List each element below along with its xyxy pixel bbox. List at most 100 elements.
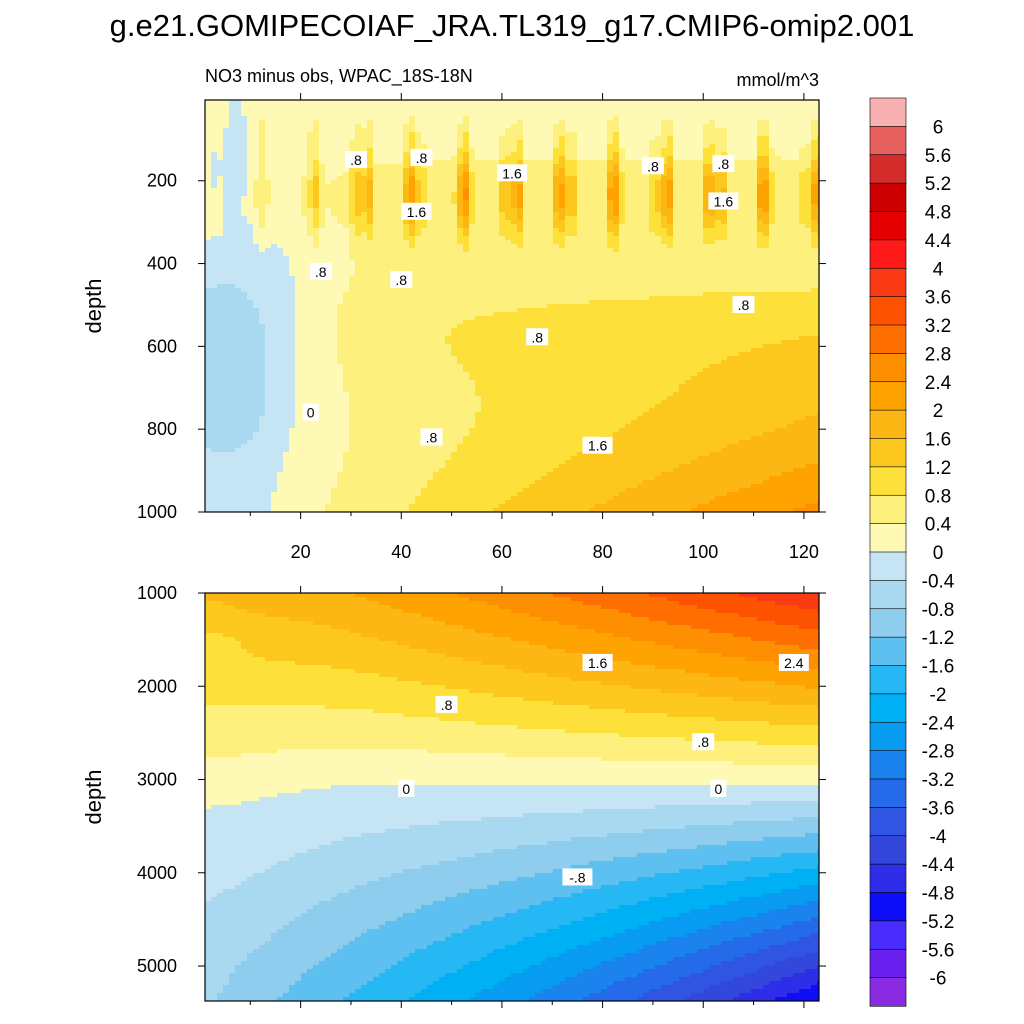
colorbar-swatch [869,863,907,894]
colorbar-swatch [869,580,907,610]
colorbar-swatch [869,494,907,525]
contour-label: .8 [712,155,735,173]
y-tick-label: 3000 [137,770,177,790]
colorbar-swatch [869,126,907,156]
y-tick-label: 800 [147,419,177,439]
contour-label: 1.6 [497,164,527,182]
contour-label: .8 [641,157,664,175]
panel-left-title: NO3 minus obs, WPAC_18S-18N [205,66,473,87]
colorbar-label: -0.4 [922,571,955,592]
colorbar-label: -2 [930,685,947,706]
contour-label: -.8 [562,868,593,886]
colorbar-swatch [869,551,907,581]
x-tick-label: 80 [593,542,613,562]
colorbar-swatch [869,267,907,298]
colorbar-label: -1.6 [922,657,955,678]
colorbar-swatch [869,296,907,326]
colorbar-swatch [869,948,907,979]
colorbar-swatch [869,693,907,723]
colorbar-label: 4 [933,259,944,280]
y-tick-label: 400 [147,254,177,274]
colorbar-label: -4.4 [922,855,955,876]
lower-panel: 1000 2000 3000 4000 5000 1.6 2.4 .8 .8 0 0 -.8 depth [81,583,826,1008]
contour-label: 0 [302,403,319,421]
colorbar-label: 2.4 [925,373,952,394]
contour-label: 2.4 [778,653,809,671]
colorbar-label: 2 [933,401,944,422]
y-tick-label: 600 [147,336,177,356]
colorbar-swatch [869,665,907,695]
colorbar-label: -4 [930,827,947,848]
y-tick-label: 1000 [137,502,177,522]
contour-label: 1.6 [582,653,613,671]
colorbar-swatch [869,324,907,354]
colorbar-label: 3.2 [925,316,951,337]
contour-label: .8 [410,148,433,166]
contour-label: 1.6 [582,436,613,454]
colorbar-swatch [869,239,907,269]
colorbar-swatch [869,97,907,127]
contour-label: 1.6 [401,202,432,220]
colorbar-swatch [869,438,907,468]
colorbar-swatch [869,211,907,241]
colorbar-label: -5.2 [922,912,955,933]
colorbar-label: -3.6 [922,798,955,819]
colorbar-swatch [869,523,907,553]
colorbar-label: 5.6 [925,146,951,167]
colorbar-label: -3.2 [922,770,955,791]
y-tick-label: 4000 [137,863,177,883]
colorbar-swatch [869,636,907,667]
colorbar-label: -1.2 [922,628,955,649]
colorbar-label: -2.4 [922,713,955,734]
colorbar-label: 3.6 [925,288,951,309]
colorbar-swatch [869,466,907,496]
y-axis-label: depth [81,769,106,824]
colorbar-label: 0.8 [925,486,951,507]
y-tick-label: 1000 [137,583,177,603]
contour-label: 0 [710,779,727,797]
y-axis-label: depth [81,278,106,333]
colorbar-label: -6 [930,969,947,990]
y-tick-label: 5000 [137,956,177,976]
contour-label: 1.6 [708,192,739,210]
contour-label: .8 [435,695,458,713]
colorbar-label: 1.2 [925,458,951,479]
contour-label: 0 [398,779,415,797]
contour-label: .8 [420,428,443,446]
contour-label: .8 [390,271,413,289]
colorbar-swatch [869,381,907,411]
colorbar-label: 0 [933,543,944,564]
colorbar-swatch [869,750,907,780]
contour-label: .8 [526,328,549,346]
x-tick-label: 100 [688,542,718,562]
colorbar-swatch [869,920,907,950]
colorbar-label: -2.8 [922,742,955,763]
figure-title: g.e21.GOMIPECOIAF_JRA.TL319_g17.CMIP6-om… [0,8,1024,44]
colorbar-swatch [869,353,907,383]
x-tick-label: 60 [492,542,512,562]
x-tick-label: 120 [789,542,819,562]
y-tick-label: 2000 [137,676,177,696]
colorbar-label: 0.4 [925,515,952,536]
contour-label: .8 [344,151,367,169]
colorbar-swatch [869,892,907,922]
colorbar-swatch [869,721,907,752]
y-tick-label: 200 [147,171,177,191]
colorbar-label: 1.6 [925,430,951,451]
colorbar-swatch [869,778,907,808]
colorbar-swatch [869,835,907,865]
colorbar-label: -4.8 [922,884,955,905]
colorbar-label: 2.8 [925,344,951,365]
colorbar-label: 4.4 [925,231,952,252]
colorbar-swatch [869,409,907,440]
colorbar-swatch [869,154,907,184]
colorbar-swatch [869,977,907,1007]
colorbar-label: 5.2 [925,174,951,195]
contour-label: .8 [692,733,715,751]
x-tick-label: 20 [291,542,311,562]
colorbar-label: -0.8 [922,600,955,621]
colorbar-swatch [869,182,907,213]
x-tick-label: 40 [391,542,411,562]
colorbar: 6 5.6 5.2 4.8 4.4 4 3.6 3.2 2.8 2.4 2 1.6 1.2 0.8 0.4 0… [869,97,955,1007]
